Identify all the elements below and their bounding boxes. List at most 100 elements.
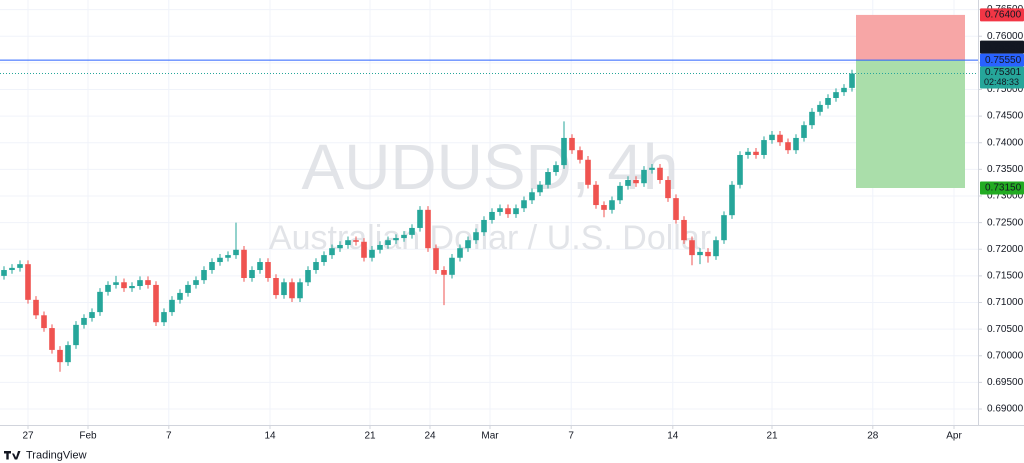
candle-body [393,238,399,241]
y-tick-label: 0.70000 [987,350,1024,361]
candle-body [321,255,327,263]
candle-body [577,150,583,160]
candle-body [593,184,599,206]
candle-body [441,270,447,275]
candle-body [193,280,199,285]
plot [0,14,978,372]
candle-body [849,73,855,88]
candle-body [745,151,751,155]
candle-body [73,324,79,346]
candle-body [561,137,567,166]
current-price-box [980,66,1024,89]
candle-body [409,227,415,235]
candle-body [289,282,295,299]
price-label-box [980,181,1024,195]
candle-body [761,140,767,155]
footer-logo: TradingView [3,449,87,461]
y-tick-label: 0.73000 [987,191,1024,202]
stop-zone [856,14,965,61]
candle-body [249,270,255,279]
candle-body [297,282,303,299]
candle-body [353,240,359,242]
candle-body [801,125,807,138]
y-tick-label: 0.75000 [987,84,1024,95]
candle-body [489,211,495,220]
candle-body [601,205,607,210]
candle-body [217,257,223,263]
candle-body [521,200,527,209]
candle-body [809,111,815,126]
price-label: 0.75550 [985,42,1022,53]
candle-body [369,249,375,258]
candle-body [625,180,631,186]
price-label: 0.75550 [985,55,1022,66]
candle-body [105,284,111,292]
candle-body [185,284,191,293]
y-tick-label: 0.72000 [987,244,1024,255]
x-tick-label: Mar [481,431,499,442]
candle-body [305,270,311,283]
x-tick-label: 21 [766,431,778,442]
candle-body [129,285,135,289]
candle-body [569,137,575,151]
candle-body [97,291,103,313]
candle-body [777,134,783,143]
x-tick-label: 7 [568,431,574,442]
candle-body [817,104,823,112]
candle-body [401,234,407,239]
axes: 0.69000 0.69500 0.70000 0.70500 0.71000 0.715… [22,4,1024,442]
candle-body [825,97,831,105]
candle-body [89,312,95,318]
y-tick-label: 0.76000 [987,31,1024,42]
target-zone [856,60,965,189]
price-label: 0.73150 [985,183,1022,194]
candle-body [673,198,679,220]
candle-body [201,270,207,281]
candle-body [425,209,431,249]
candle-body [769,134,775,141]
candle-body [273,278,279,296]
price-label-box [980,53,1024,67]
candle-body [41,315,47,329]
candle-body [833,92,839,98]
x-tick-label: 7 [166,431,172,442]
candle-body [153,284,159,323]
x-tick-label: 14 [667,431,679,442]
candle-body [225,255,231,258]
candle-body [481,219,487,233]
candle-body [9,267,15,271]
candle-body [545,172,551,185]
candle-body [657,167,663,181]
candle-body [697,251,703,256]
candle-body [465,240,471,249]
footer-text: TradingView [26,449,87,461]
x-tick-label: Apr [946,431,962,442]
candle-body [417,209,423,228]
candle-body [513,208,519,215]
candle-body [57,349,63,363]
candle-body [529,192,535,201]
candle-body [585,159,591,185]
candle-body [169,299,175,313]
candle-body [161,312,167,323]
candle-body [1,270,7,276]
candle-body [121,282,127,289]
candle-body [841,87,847,93]
price-label: 0.76400 [985,10,1022,21]
candle-body [665,180,671,199]
candle-body [345,240,351,245]
candle-body [473,232,479,241]
candle-body [689,240,695,256]
candle-body [177,292,183,300]
y-tick-label: 0.70500 [987,324,1024,335]
candle-body [81,317,87,325]
candle-body [553,165,559,173]
candle-body [793,137,799,151]
candle-body [209,262,215,271]
candle-body [449,257,455,275]
candle-body [337,244,343,249]
candle-body [713,240,719,257]
candle-body [505,208,511,215]
countdown-label: 02:48:33 [984,77,1019,87]
